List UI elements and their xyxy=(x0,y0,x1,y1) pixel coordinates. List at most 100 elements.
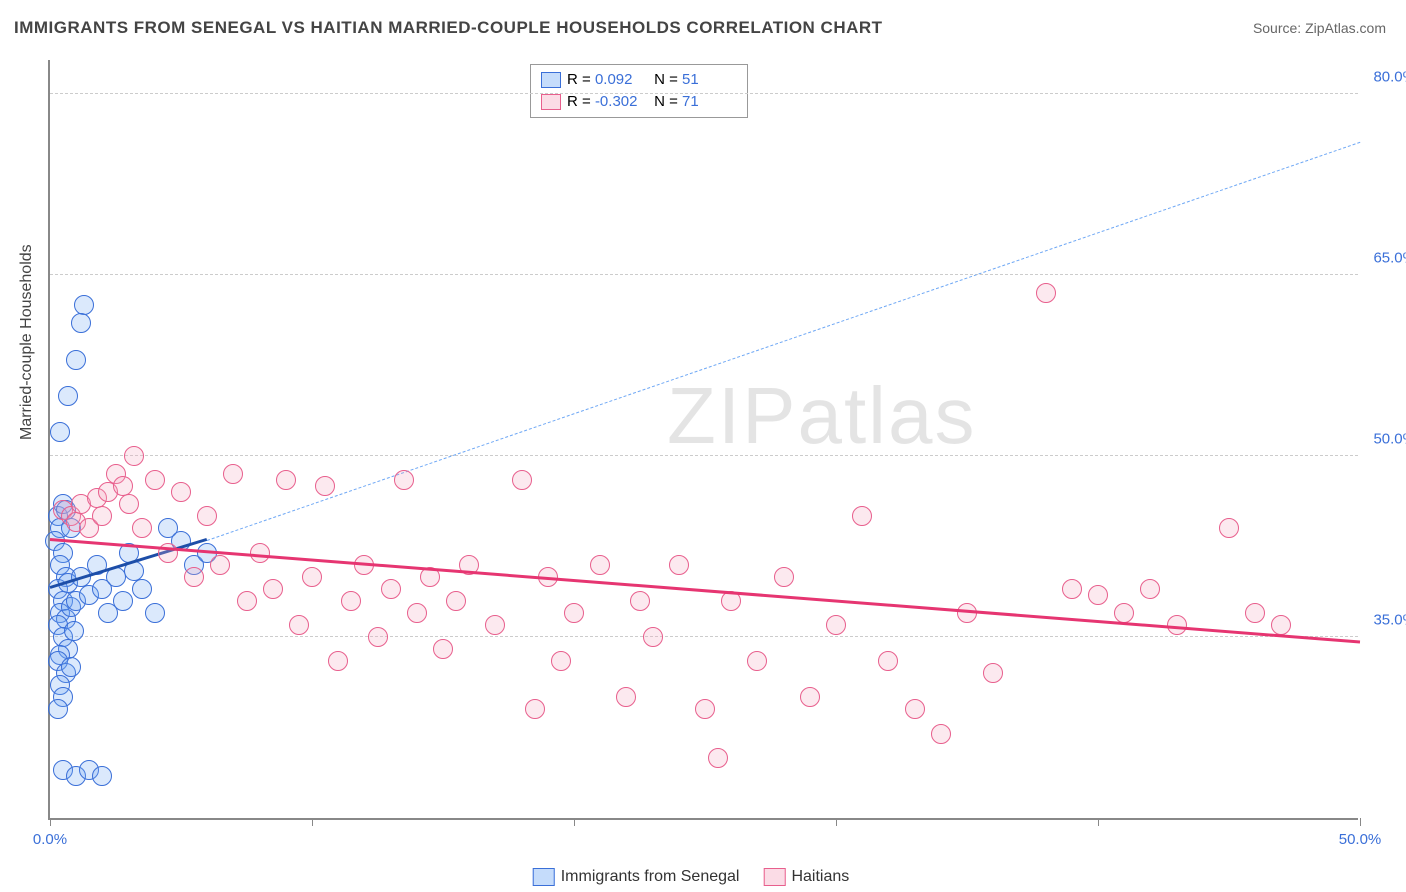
data-point xyxy=(368,627,388,647)
chart-title: IMMIGRANTS FROM SENEGAL VS HAITIAN MARRI… xyxy=(14,18,883,38)
data-point xyxy=(1245,603,1265,623)
n-label: N = xyxy=(654,93,682,110)
data-point xyxy=(328,651,348,671)
legend-item: Haitians xyxy=(763,868,849,885)
data-point xyxy=(74,295,94,315)
correlation-legend: R = 0.092 N = 51R = -0.302 N = 71 xyxy=(530,64,748,118)
data-point xyxy=(263,579,283,599)
data-point xyxy=(197,506,217,526)
data-point xyxy=(341,591,361,611)
data-point xyxy=(1219,518,1239,538)
x-tick xyxy=(1098,818,1099,826)
data-point xyxy=(708,748,728,768)
data-point xyxy=(92,506,112,526)
watermark-text: ZIPatlas xyxy=(667,370,976,462)
data-point xyxy=(433,639,453,659)
gridline xyxy=(50,636,1358,637)
data-point xyxy=(1088,585,1108,605)
legend-swatch xyxy=(541,72,561,88)
data-point xyxy=(485,615,505,635)
data-point xyxy=(695,699,715,719)
gridline xyxy=(50,274,1358,275)
r-label: R = xyxy=(567,71,595,88)
y-tick-label: 35.0% xyxy=(1366,612,1406,629)
data-point xyxy=(50,422,70,442)
data-point xyxy=(1062,579,1082,599)
data-point xyxy=(669,555,689,575)
data-point xyxy=(852,506,872,526)
data-point xyxy=(132,518,152,538)
data-point xyxy=(132,579,152,599)
gridline xyxy=(50,455,1358,456)
data-point xyxy=(158,543,178,563)
legend-item: Immigrants from Senegal xyxy=(533,868,740,885)
n-label: N = xyxy=(654,71,682,88)
x-tick-label: 0.0% xyxy=(33,831,67,848)
data-point xyxy=(276,470,296,490)
data-point xyxy=(119,494,139,514)
gridline xyxy=(50,93,1358,94)
y-tick-label: 80.0% xyxy=(1366,69,1406,86)
x-tick xyxy=(312,818,313,826)
data-point xyxy=(145,470,165,490)
data-point xyxy=(878,651,898,671)
x-tick xyxy=(574,818,575,826)
data-point xyxy=(71,313,91,333)
data-point xyxy=(210,555,230,575)
series-legend: Immigrants from Senegal Haitians xyxy=(533,868,874,886)
n-value: 71 xyxy=(682,91,737,113)
r-value: -0.302 xyxy=(595,91,650,113)
data-point xyxy=(616,687,636,707)
y-axis-label: Married-couple Households xyxy=(18,244,36,440)
data-point xyxy=(64,621,84,641)
x-tick xyxy=(1360,818,1361,826)
data-point xyxy=(643,627,663,647)
data-point xyxy=(1036,283,1056,303)
data-point xyxy=(630,591,650,611)
y-tick-label: 50.0% xyxy=(1366,431,1406,448)
legend-label: Immigrants from Senegal xyxy=(561,868,740,885)
data-point xyxy=(774,567,794,587)
data-point xyxy=(61,657,81,677)
legend-row: R = 0.092 N = 51 xyxy=(541,69,737,91)
data-point xyxy=(564,603,584,623)
data-point xyxy=(407,603,427,623)
scatter-plot-area: ZIPatlas R = 0.092 N = 51R = -0.302 N = … xyxy=(48,60,1358,820)
data-point xyxy=(171,482,191,502)
legend-row: R = -0.302 N = 71 xyxy=(541,91,737,113)
data-point xyxy=(302,567,322,587)
data-point xyxy=(747,651,767,671)
data-point xyxy=(381,579,401,599)
data-point xyxy=(512,470,532,490)
data-point xyxy=(931,724,951,744)
data-point xyxy=(800,687,820,707)
data-point xyxy=(905,699,925,719)
data-point xyxy=(446,591,466,611)
data-point xyxy=(92,766,112,786)
data-point xyxy=(826,615,846,635)
y-tick-label: 65.0% xyxy=(1366,250,1406,267)
data-point xyxy=(551,651,571,671)
data-point xyxy=(184,567,204,587)
source-attribution: Source: ZipAtlas.com xyxy=(1253,20,1386,36)
data-point xyxy=(394,470,414,490)
data-point xyxy=(1140,579,1160,599)
legend-swatch xyxy=(763,868,785,886)
legend-swatch xyxy=(541,94,561,110)
data-point xyxy=(124,446,144,466)
data-point xyxy=(113,591,133,611)
r-value: 0.092 xyxy=(595,69,650,91)
x-tick-label: 50.0% xyxy=(1339,831,1382,848)
trend-line xyxy=(207,141,1360,540)
data-point xyxy=(315,476,335,496)
data-point xyxy=(48,699,68,719)
n-value: 51 xyxy=(682,69,737,91)
data-point xyxy=(250,543,270,563)
data-point xyxy=(289,615,309,635)
data-point xyxy=(1114,603,1134,623)
x-tick xyxy=(836,818,837,826)
legend-swatch xyxy=(533,868,555,886)
data-point xyxy=(237,591,257,611)
data-point xyxy=(983,663,1003,683)
data-point xyxy=(145,603,165,623)
